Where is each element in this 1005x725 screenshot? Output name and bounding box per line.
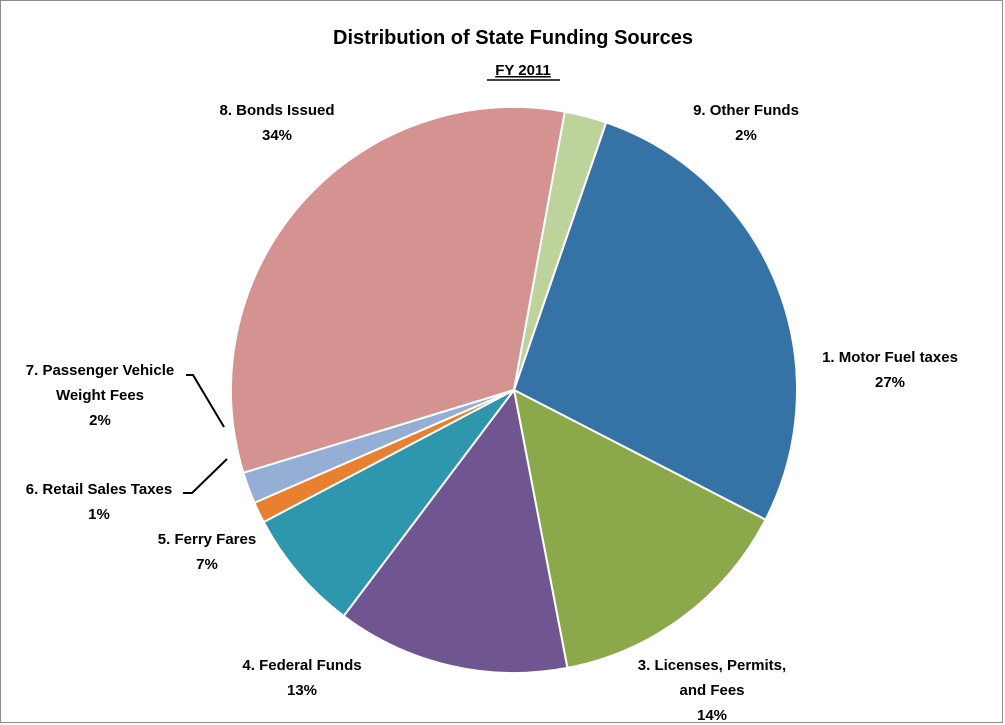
slice-name-label: 6. Retail Sales Taxes: [26, 481, 172, 498]
pie-slice-1: [512, 121, 798, 522]
slice-label-2: 3. Licenses, Permits, and Fees 14%: [638, 657, 786, 724]
slice-percent-label: 14%: [697, 707, 727, 724]
slice-name-label: 7. Passenger Vehicle: [26, 362, 174, 379]
slice-name-label: and Fees: [679, 682, 744, 699]
slice-percent-label: 1%: [88, 506, 110, 523]
slice-name-label: Weight Fees: [56, 387, 144, 404]
slice-percent-label: 2%: [735, 127, 757, 144]
slice-percent-label: 13%: [287, 682, 317, 699]
pie-slice-8: [513, 110, 608, 391]
pie-slice-2: [512, 388, 767, 670]
chart-title: Distribution of State Funding Sources: [333, 27, 693, 49]
slice-percent-label: 34%: [262, 127, 292, 144]
leader-line-6: [186, 374, 225, 428]
slice-label-8: 9. Other Funds 2%: [693, 102, 799, 144]
slice-name-label: 8. Bonds Issued: [219, 102, 334, 119]
slice-name-label: 1. Motor Fuel taxes: [822, 349, 958, 366]
slice-label-7: 8. Bonds Issued 34%: [219, 102, 334, 144]
slice-percent-label: 7%: [196, 556, 218, 573]
slice-name-label: 3. Licenses, Permits,: [638, 657, 786, 674]
pie-slice-7: [230, 106, 567, 474]
slice-name-label: 4. Federal Funds: [242, 657, 361, 674]
pie-slice-3: [342, 387, 569, 674]
slice-name-label: 5. Ferry Fares: [158, 531, 256, 548]
slice-percent-label: 27%: [875, 374, 905, 391]
slice-label-3: 4. Federal Funds 13%: [242, 657, 361, 699]
slice-percent-label: 2%: [89, 412, 111, 429]
slice-name-label: 9. Other Funds: [693, 102, 799, 119]
leader-line-5: [183, 458, 228, 494]
slice-label-4: 5. Ferry Fares 7%: [158, 531, 256, 573]
slice-label-6: 7. Passenger Vehicle Weight Fees 2%: [26, 362, 174, 429]
chart-subtitle: FY 2011: [495, 62, 551, 79]
slice-label-1: 1. Motor Fuel taxes 27%: [822, 349, 958, 391]
slice-label-5: 6. Retail Sales Taxes 1%: [26, 481, 172, 523]
pie-slice-4: [262, 389, 515, 618]
